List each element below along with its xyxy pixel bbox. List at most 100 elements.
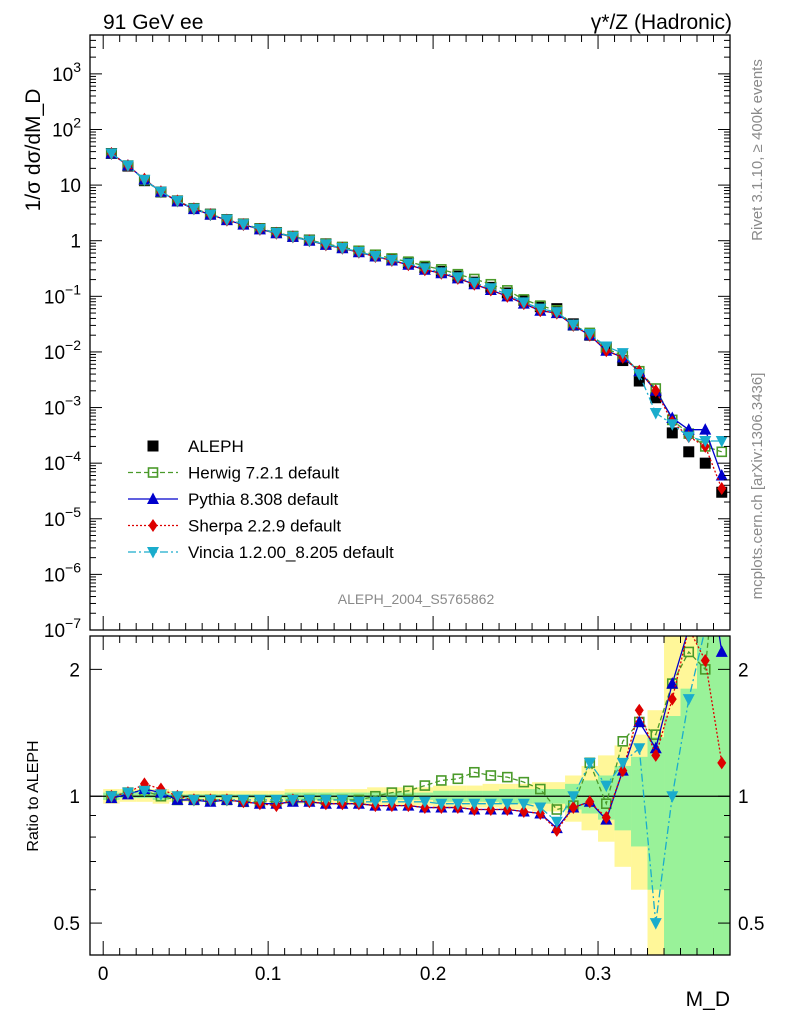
ratio-point-vincia (385, 796, 398, 809)
legend-label: Pythia 8.308 default (188, 490, 339, 509)
series-vincia (105, 148, 728, 448)
legend-marker (147, 547, 159, 559)
ratio-point-vincia (501, 798, 514, 811)
ratio-point-herwig (452, 773, 464, 785)
ratio-point-vincia (682, 694, 695, 706)
data-point-vincia (385, 254, 398, 267)
data-point-vincia (352, 246, 365, 259)
data-point-vincia (138, 174, 151, 187)
data-point-vincia (171, 195, 184, 208)
legend-label: ALEPH (188, 437, 244, 456)
legend-marker (148, 519, 158, 532)
x-tick-label: 0.3 (585, 964, 611, 985)
main-y-tick-label-exponent: 2 (73, 114, 81, 130)
ratio-point-herwig (535, 783, 546, 795)
data-point-vincia (550, 307, 563, 319)
data-point-vincia (484, 283, 497, 295)
series-line-pythia (111, 152, 723, 476)
ratio-point-herwig (469, 766, 480, 778)
main-y-tick-label: 10−5 (44, 504, 81, 531)
ratio-point-vincia (468, 798, 481, 811)
main-y-tick-label-exponent: −5 (65, 504, 81, 520)
series-line-herwig (111, 152, 722, 453)
ratio-point-pythia (633, 715, 646, 728)
data-point-vincia (204, 209, 217, 222)
data-point-vincia (534, 303, 547, 316)
main-y-tick-label-base: 10 (60, 176, 81, 197)
ratio-point-sherpa (684, 622, 693, 635)
ratio-point-vincia (237, 794, 250, 807)
left-title: 91 GeV ee (103, 11, 203, 34)
data-point-vincia (633, 369, 646, 381)
data-point-vincia (517, 297, 530, 309)
ratio-y-tick-label-right: 2 (738, 660, 749, 681)
ratio-point-vincia (550, 816, 563, 829)
ratio-y-tick-label: 0.5 (54, 914, 80, 935)
ratio-band-green (664, 716, 681, 955)
data-point-vincia (187, 203, 200, 216)
main-y-tick-label-base: 10 (44, 287, 65, 308)
ratio-point-vincia (319, 794, 332, 807)
data-point-vincia (666, 419, 679, 431)
data-point-aleph (683, 446, 695, 458)
ratio-plot-area (90, 536, 730, 955)
main-y-tick-label: 10−3 (44, 393, 81, 420)
ratio-point-vincia (286, 794, 299, 807)
ratio-frame (89, 635, 731, 956)
ratio-y-tick-label-right: 0.5 (738, 914, 764, 935)
ratio-point-vincia (418, 796, 431, 809)
main-y-axis-title-text: 1/σ dσ/dM_D (22, 89, 45, 212)
data-point-vincia (303, 235, 316, 248)
legend-label: Sherpa 2.2.9 default (188, 517, 341, 536)
ratio-point-vincia (583, 757, 596, 770)
main-y-tick-label-base: 10 (52, 65, 73, 86)
main-y-tick-label-base: 10 (44, 621, 65, 642)
legend: ALEPH Herwig 7.2.1 default Pythia 8.308 de… (128, 437, 394, 562)
data-point-aleph (650, 392, 662, 404)
main-y-tick-label-exponent: −7 (65, 615, 81, 631)
main-y-tick-label: 10 (60, 176, 81, 197)
ratio-point-vincia (369, 796, 382, 809)
ratio-point-vincia (138, 785, 151, 798)
data-point-vincia (567, 319, 580, 332)
main-y-tick-label: 10−6 (44, 559, 81, 586)
x-tick-label: 0.1 (255, 964, 281, 985)
ratio-point-vincia (699, 624, 711, 636)
data-point-vincia (286, 231, 299, 244)
data-point-vincia (468, 277, 481, 290)
ratio-point-vincia (451, 798, 464, 811)
main-y-tick-label: 102 (52, 114, 81, 141)
ratio-point-herwig (650, 729, 662, 740)
main-y-tick-label-base: 10 (44, 343, 65, 364)
x-tick-label: 0 (98, 964, 109, 985)
ratio-point-herwig (600, 798, 612, 810)
ratio-point-sherpa (667, 692, 677, 706)
legend-entry-pythia: Pythia 8.308 default (128, 490, 339, 509)
data-point-vincia (699, 436, 712, 448)
series-herwig (106, 148, 728, 458)
ratio-y-tick-label: 1 (69, 787, 80, 808)
ratio-point-sherpa (601, 811, 611, 825)
main-y-tick-label-base: 1 (70, 232, 81, 253)
data-point-vincia (154, 186, 167, 199)
data-point-vincia (616, 348, 629, 360)
main-frame (89, 34, 731, 631)
ratio-point-pythia (649, 741, 662, 754)
data-point-vincia (501, 289, 514, 301)
data-point-vincia (682, 431, 695, 444)
series-line-vincia (111, 152, 722, 442)
data-point-pythia (715, 468, 728, 481)
data-point-vincia (600, 341, 613, 354)
ratio-point-pythia (699, 536, 711, 548)
main-y-tick-label-base: 10 (44, 454, 65, 475)
ratio-point-vincia (105, 791, 118, 803)
rivet-label: Rivet 3.1.10, ≥ 400k events (749, 59, 766, 241)
ratio-point-vincia (649, 918, 662, 930)
ratio-point-sherpa (585, 795, 595, 809)
ratio-band-green (680, 688, 698, 955)
legend-entry-vincia: Vincia 1.2.00_8.205 default (128, 543, 394, 562)
x-tick-label: 0.2 (420, 964, 446, 985)
data-point-aleph (633, 375, 645, 387)
main-y-tick-label-exponent: −3 (65, 393, 81, 409)
ratio-point-vincia (220, 794, 233, 807)
